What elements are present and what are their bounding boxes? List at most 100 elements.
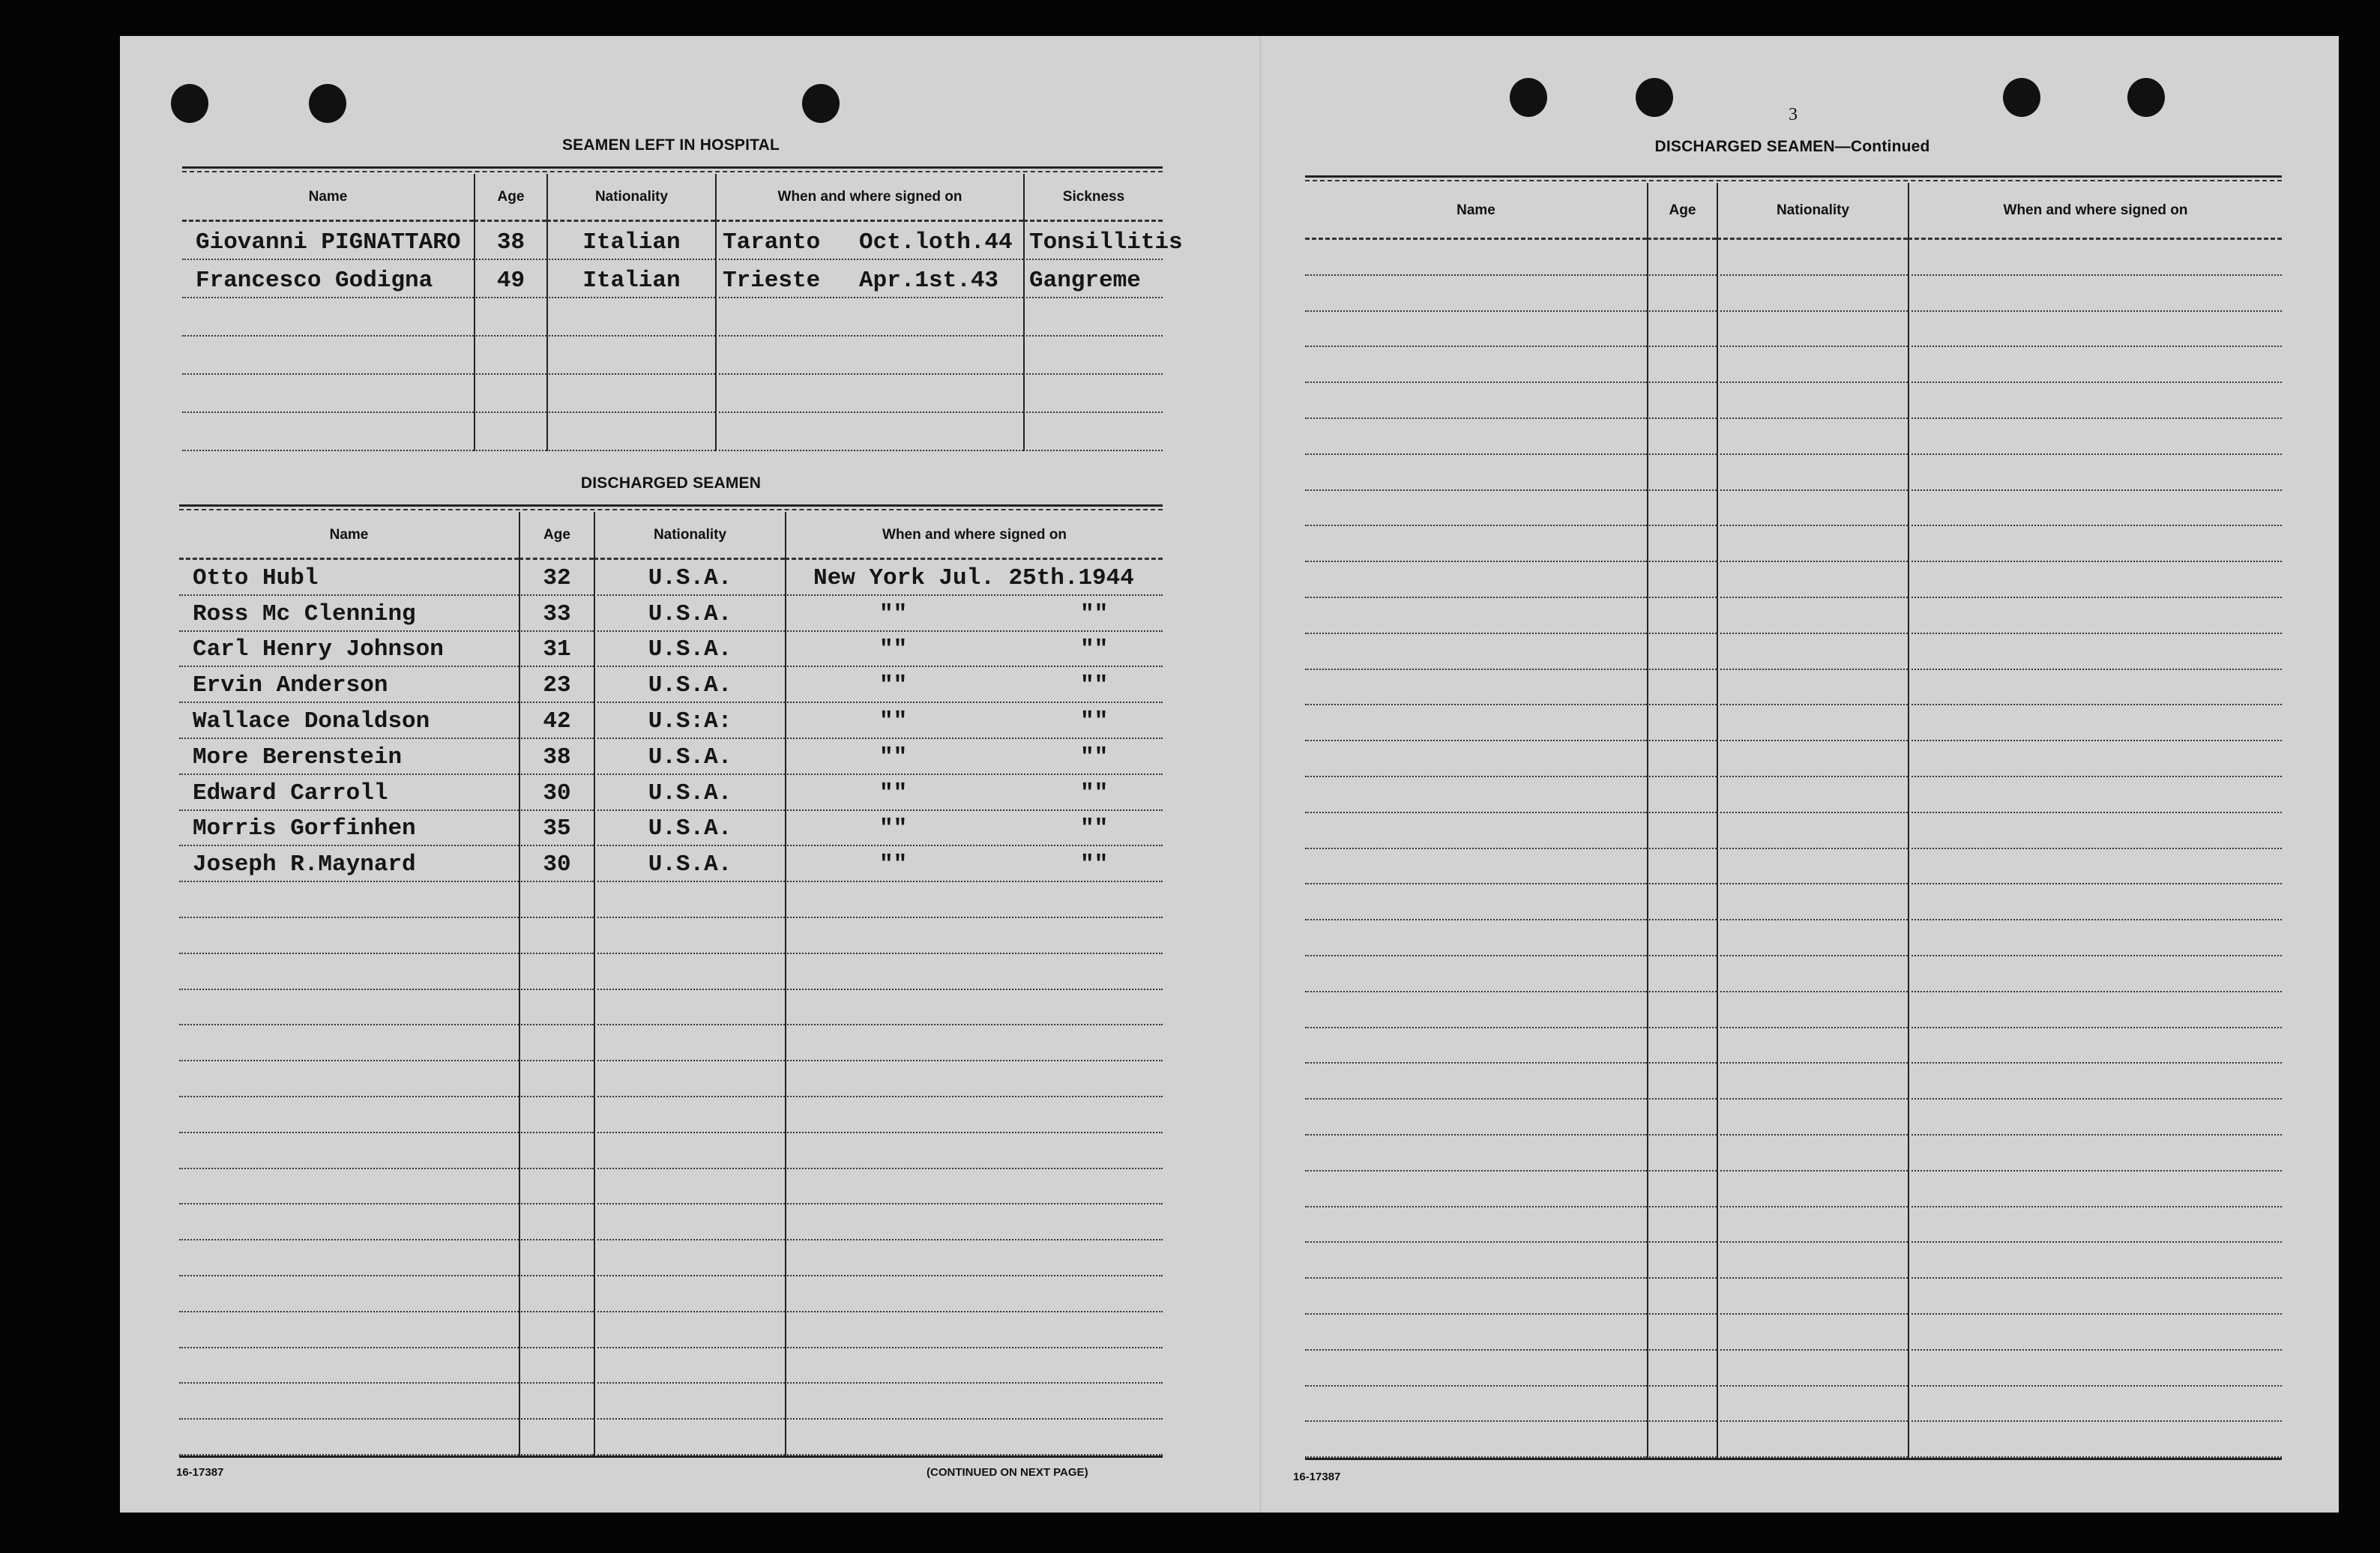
signed-on-cell: [785, 1025, 1163, 1062]
table-top-rule: [1305, 175, 2282, 181]
empty-row: [1305, 812, 2282, 849]
ditto-mark: "": [879, 636, 908, 663]
signed-on-cell: [715, 413, 1023, 451]
signed-on-cell: "" "": [785, 846, 1163, 883]
continued-note: (CONTINUED ON NEXT PAGE): [927, 1466, 1088, 1479]
punch-hole: [309, 84, 346, 123]
name-cell: [179, 1204, 519, 1241]
nationality-cell: [1717, 597, 1908, 634]
empty-row: [1305, 347, 2282, 384]
name-cell: [179, 1025, 519, 1062]
name-cell: [179, 882, 519, 918]
nationality-cell: [1717, 741, 1908, 777]
name-cell: Joseph R.Maynard: [179, 846, 519, 883]
signed-on-cell: [1908, 992, 2282, 1028]
signed-on-cell: [785, 1133, 1163, 1169]
empty-row: [1305, 992, 2282, 1028]
name-cell: Otto Hubl: [179, 560, 519, 596]
ditto-mark: "": [879, 815, 908, 842]
nationality-cell: [1717, 705, 1908, 742]
table-header: Name Age Nationality When and where sign…: [182, 174, 1163, 222]
name-cell: [1305, 920, 1647, 956]
signed-on-cell: [715, 337, 1023, 375]
nationality-cell: [1717, 1279, 1908, 1315]
empty-row: [182, 337, 1163, 375]
signed-on-cell: "" "": [785, 631, 1163, 668]
name-cell: [182, 375, 474, 413]
table-bottom-rule: [1305, 1458, 2282, 1461]
empty-row: [1305, 490, 2282, 527]
ditto-mark: "": [1080, 708, 1109, 735]
signed-on-cell: [1908, 1422, 2282, 1459]
empty-row: [1305, 311, 2282, 348]
nationality-cell: [1717, 383, 1908, 419]
empty-row: [1305, 633, 2282, 670]
signed-on-cell: "" "": [785, 667, 1163, 704]
empty-row: [1305, 418, 2282, 455]
empty-row: [182, 413, 1163, 451]
age-cell: [474, 375, 546, 413]
name-cell: [1305, 526, 1647, 563]
table-header: Name Age Nationality When and where sign…: [179, 512, 1163, 560]
signed-on-cell: [1908, 1028, 2282, 1064]
age-cell: [519, 882, 594, 918]
col-header-nationality: Nationality: [546, 174, 715, 222]
signed-on-text: New York Jul. 25th.1944: [813, 564, 1134, 591]
name-cell: [182, 337, 474, 375]
page-fold: [1259, 36, 1262, 1513]
signed-on-cell: [1908, 812, 2282, 849]
signed-on-cell: [785, 1204, 1163, 1241]
name-cell: Ross Mc Clenning: [179, 596, 519, 632]
col-header-age: Age: [1647, 183, 1717, 240]
name-cell: [1305, 1100, 1647, 1136]
name-cell: [179, 1169, 519, 1205]
age-cell: [1647, 562, 1717, 598]
name-cell: [179, 1240, 519, 1276]
name-cell: [1305, 705, 1647, 742]
age-cell: [1647, 275, 1717, 312]
nationality-cell: [1717, 992, 1908, 1028]
nationality-cell: U.S.A.: [594, 560, 785, 596]
name-cell: [1305, 813, 1647, 849]
name-cell: [1305, 1279, 1647, 1315]
col-header-nationality: Nationality: [594, 512, 785, 560]
ditto-mark: "": [1080, 815, 1109, 842]
table-row: Otto Hubl 32 U.S.A. New York Jul. 25th.1944: [179, 560, 1163, 596]
age-cell: [519, 1420, 594, 1456]
table-row: Morris Gorfinhen 35 U.S.A. "" "": [179, 810, 1163, 847]
signed-on-cell: [1908, 454, 2282, 491]
signed-on-cell: [1908, 347, 2282, 384]
signed-on-cell: [1908, 311, 2282, 348]
name-cell: [179, 1420, 519, 1456]
empty-row: [1305, 1135, 2282, 1171]
nationality-cell: U.S.A.: [594, 810, 785, 847]
age-cell: [1647, 454, 1717, 491]
discharged-table: Name Age Nationality When and where sign…: [179, 504, 1163, 1458]
empty-row: [182, 298, 1163, 337]
age-cell: [1647, 669, 1717, 706]
col-header-age: Age: [519, 512, 594, 560]
nationality-cell: U.S.A.: [594, 667, 785, 704]
age-cell: [519, 1133, 594, 1169]
signed-on-cell: "" "": [785, 738, 1163, 775]
signed-on-cell: [1908, 884, 2282, 921]
nationality-cell: [1717, 454, 1908, 491]
col-header-sickness: Sickness: [1023, 174, 1163, 222]
name-cell: [179, 1276, 519, 1312]
col-header-signed-on: When and where signed on: [785, 512, 1163, 560]
age-cell: [1647, 1135, 1717, 1171]
name-cell: [1305, 455, 1647, 491]
ditto-mark: "": [879, 708, 908, 735]
signed-on-cell: [785, 1312, 1163, 1348]
empty-row: [182, 375, 1163, 413]
sickness-cell: Tonsillitis: [1023, 222, 1183, 260]
age-cell: [1647, 741, 1717, 777]
name-cell: [1305, 1351, 1647, 1387]
nationality-cell: [1717, 884, 1908, 921]
ditto-mark: "": [1080, 851, 1109, 878]
table-row: Joseph R.Maynard 30 U.S.A. "" "": [179, 846, 1163, 883]
signed-on-cell: New York Jul. 25th.1944: [785, 560, 1163, 596]
name-cell: [182, 298, 474, 337]
age-cell: [519, 1240, 594, 1276]
sickness-cell: Gangreme: [1023, 260, 1163, 298]
